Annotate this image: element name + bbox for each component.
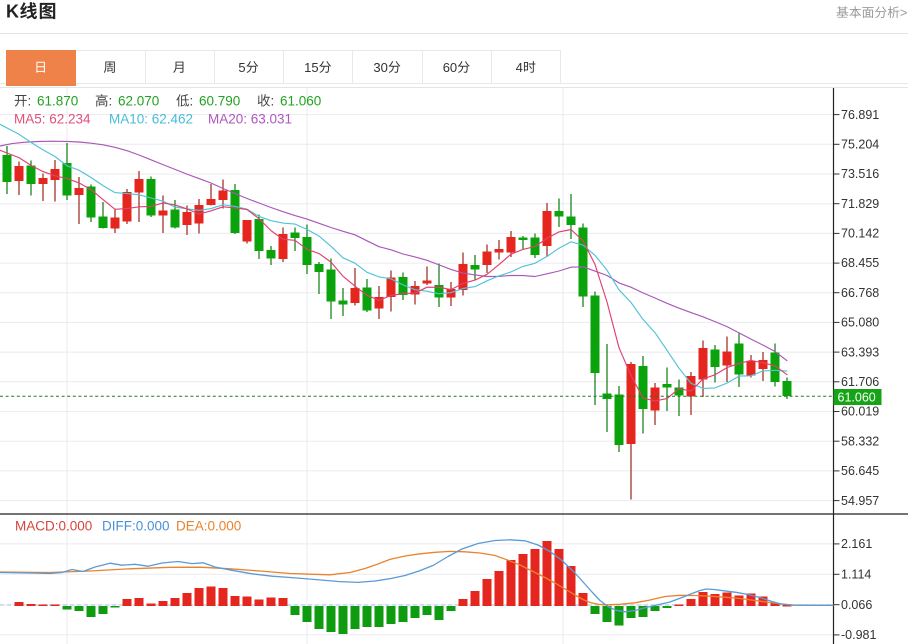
svg-text:58.332: 58.332: [841, 434, 879, 448]
svg-text:70.142: 70.142: [841, 227, 879, 241]
svg-text:60.790: 60.790: [199, 94, 240, 109]
svg-text:75.204: 75.204: [841, 138, 879, 152]
svg-text:76.891: 76.891: [841, 108, 879, 122]
svg-text:68.455: 68.455: [841, 256, 879, 270]
svg-text:4: 4: [516, 60, 523, 75]
svg-text:2.161: 2.161: [841, 537, 872, 551]
svg-text:61.870: 61.870: [37, 94, 78, 109]
svg-text:54.957: 54.957: [841, 494, 879, 508]
svg-text:73.516: 73.516: [841, 167, 879, 181]
svg-text::: :: [271, 94, 275, 109]
svg-text:61.060: 61.060: [838, 391, 876, 405]
svg-text::: :: [190, 94, 194, 109]
svg-text:60: 60: [443, 60, 457, 75]
svg-text::: :: [28, 94, 32, 109]
svg-text:30: 30: [373, 60, 387, 75]
svg-text:63.393: 63.393: [841, 345, 879, 359]
svg-text:5: 5: [238, 60, 245, 75]
svg-text:66.768: 66.768: [841, 286, 879, 300]
svg-text:56.645: 56.645: [841, 464, 879, 478]
svg-text:15: 15: [304, 60, 318, 75]
svg-text:1.114: 1.114: [841, 568, 871, 582]
svg-text:0.066: 0.066: [841, 598, 872, 612]
svg-text:61.060: 61.060: [280, 94, 321, 109]
svg-text:-0.981: -0.981: [841, 628, 876, 642]
svg-text::: :: [109, 94, 113, 109]
svg-text:K: K: [6, 2, 19, 22]
svg-text:61.706: 61.706: [841, 375, 879, 389]
svg-text:71.829: 71.829: [841, 197, 879, 211]
svg-text:62.070: 62.070: [118, 94, 159, 109]
svg-text:65.080: 65.080: [841, 316, 879, 330]
svg-text:60.019: 60.019: [841, 405, 879, 419]
svg-text:>: >: [900, 5, 907, 20]
